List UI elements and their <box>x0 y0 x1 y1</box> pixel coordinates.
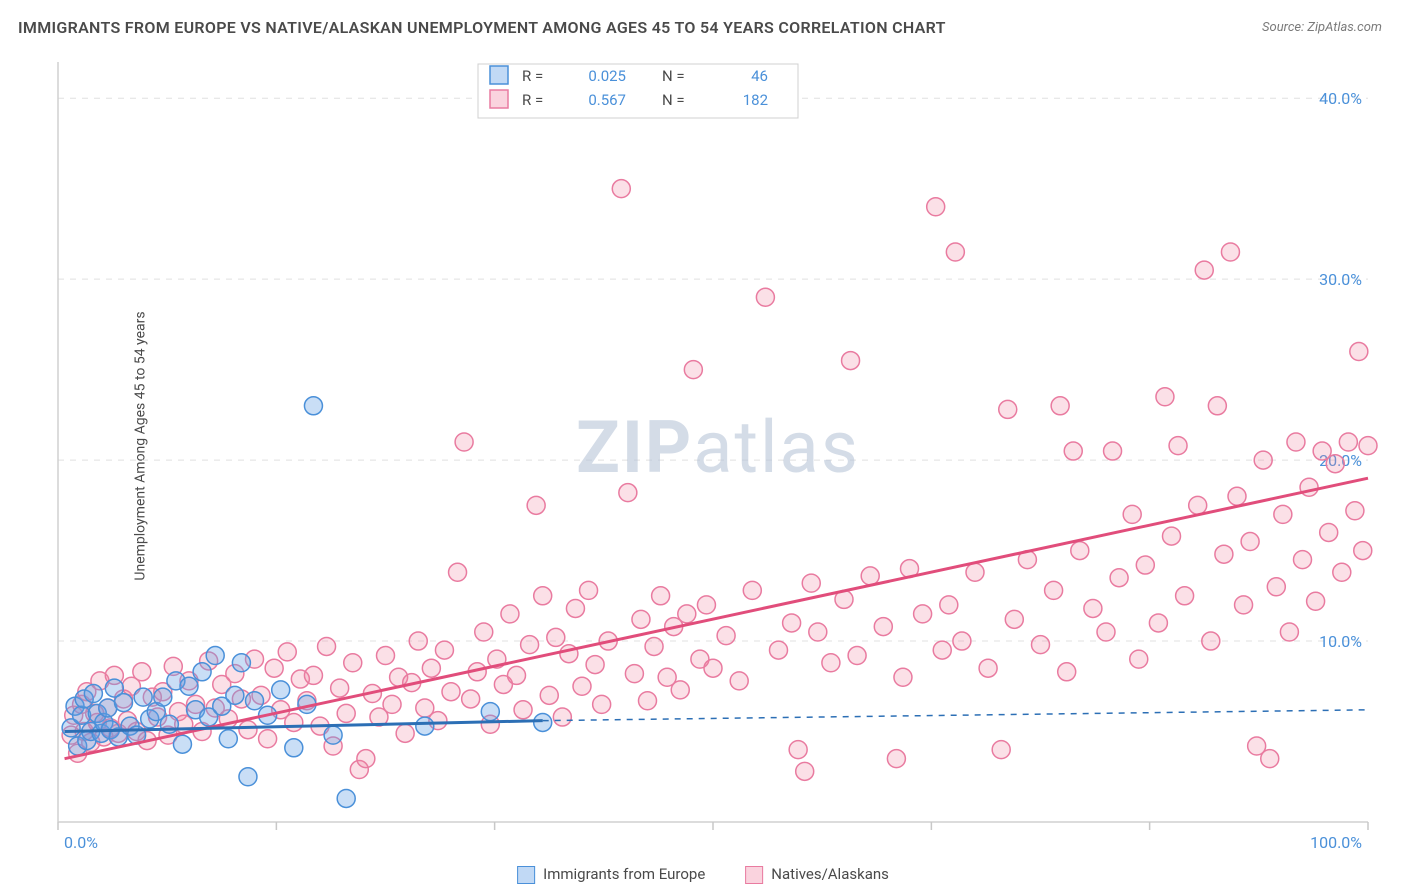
source-attribution: Source: ZipAtlas.com <box>1262 20 1382 35</box>
svg-text:10.0%: 10.0% <box>1319 632 1362 651</box>
svg-text:N =: N = <box>662 67 685 85</box>
legend-swatch-pink <box>745 866 763 884</box>
svg-text:0.567: 0.567 <box>588 91 626 109</box>
svg-text:R =: R = <box>522 91 543 109</box>
chart-area: 0.0%100.0% 10.0%20.0%30.0%40.0% ZIPatlas… <box>48 52 1388 854</box>
watermark: ZIPatlas <box>576 405 860 490</box>
blue-series-points <box>62 397 552 808</box>
chart-title: IMMIGRANTS FROM EUROPE VS NATIVE/ALASKAN… <box>18 18 946 37</box>
svg-text:40.0%: 40.0% <box>1319 89 1362 108</box>
legend-label-blue: Immigrants from Europe <box>543 865 705 883</box>
series-legend: Immigrants from Europe Natives/Alaskans <box>517 865 889 884</box>
legend-item-blue: Immigrants from Europe <box>517 865 705 884</box>
grid-lines <box>58 98 1368 641</box>
svg-text:46: 46 <box>751 67 768 85</box>
legend-item-pink: Natives/Alaskans <box>745 865 889 884</box>
legend-swatch-blue <box>517 866 535 884</box>
svg-text:182: 182 <box>743 91 768 109</box>
svg-text:R =: R = <box>522 67 543 85</box>
legend-label-pink: Natives/Alaskans <box>771 865 889 883</box>
svg-text:30.0%: 30.0% <box>1319 270 1362 289</box>
correlation-legend: R = 0.025 N = 46 R = 0.567 N = 182 <box>478 64 798 118</box>
svg-text:0.025: 0.025 <box>588 67 626 85</box>
svg-text:100.0%: 100.0% <box>1310 833 1362 852</box>
svg-text:N =: N = <box>662 91 685 109</box>
trend-lines <box>65 478 1368 758</box>
svg-text:0.0%: 0.0% <box>64 833 98 852</box>
x-axis-ticks: 0.0% 100.0% <box>58 822 1368 852</box>
scatter-plot-svg: 0.0%100.0% 10.0%20.0%30.0%40.0% ZIPatlas… <box>48 52 1388 854</box>
